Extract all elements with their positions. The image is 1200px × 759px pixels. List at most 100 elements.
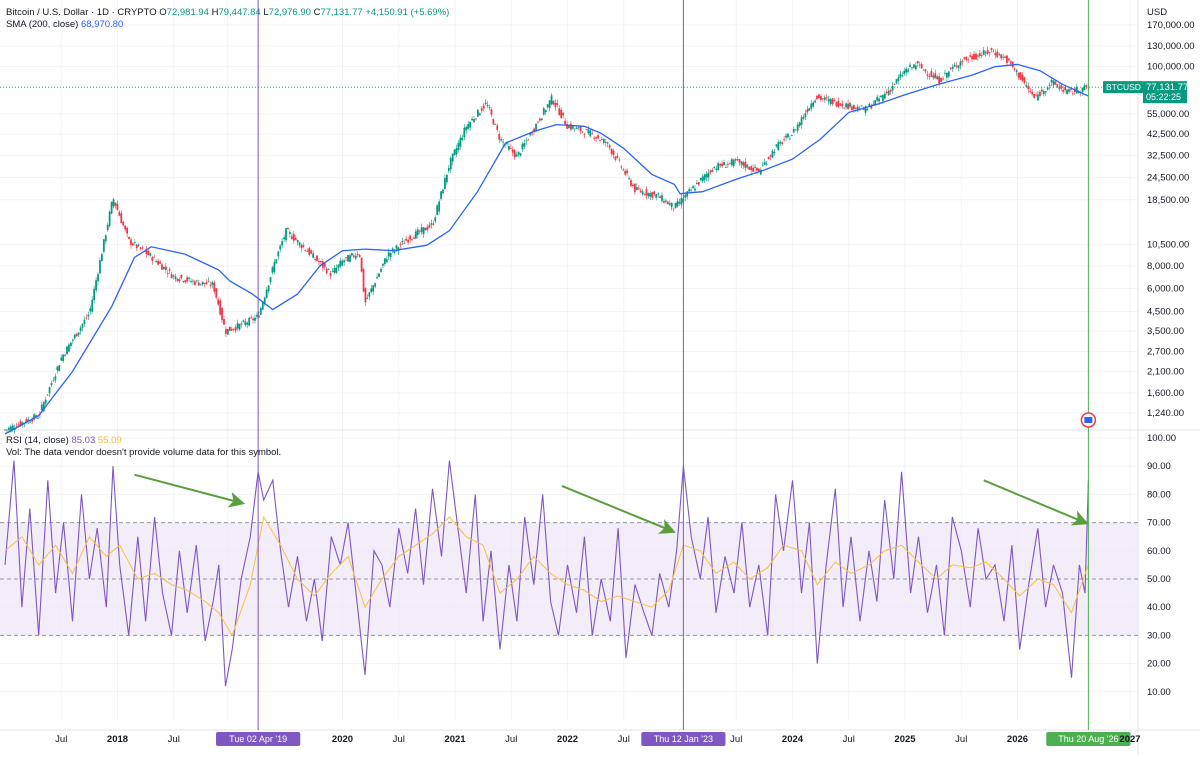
candle — [945, 72, 948, 81]
candle-body — [436, 205, 439, 216]
candle — [992, 49, 995, 53]
candle-body — [1046, 87, 1049, 90]
candle-body — [936, 76, 939, 80]
candle — [728, 162, 731, 165]
candle-body — [515, 154, 518, 157]
candle — [277, 250, 280, 260]
candle-body — [523, 142, 526, 147]
candle — [73, 333, 76, 340]
candle-body — [787, 133, 789, 138]
candle-body — [213, 282, 216, 292]
candle — [325, 266, 328, 275]
candle — [197, 279, 200, 286]
candle-body — [1039, 91, 1041, 96]
candle-body — [986, 49, 989, 54]
candle — [1031, 89, 1034, 96]
candle-body — [110, 201, 113, 214]
candle — [411, 238, 413, 242]
candle — [539, 117, 541, 123]
candle-body — [531, 133, 534, 135]
candle-body — [655, 194, 658, 198]
rsi-ma-value: 55.09 — [97, 435, 122, 446]
candle-body — [924, 69, 927, 72]
candle — [104, 234, 107, 245]
candle-body — [744, 161, 747, 169]
candle-body — [1048, 84, 1051, 86]
candle-body — [843, 107, 846, 109]
candle — [554, 99, 557, 111]
candle — [1083, 83, 1086, 91]
candle — [940, 77, 942, 83]
candle — [990, 47, 993, 53]
candle-body — [945, 72, 948, 78]
candle-body — [409, 235, 411, 240]
candle-body — [742, 162, 745, 166]
candle-body — [887, 90, 890, 96]
candle — [343, 258, 346, 266]
candle — [1019, 72, 1022, 81]
candle — [951, 64, 954, 73]
candle — [787, 133, 789, 140]
candle-body — [820, 96, 822, 100]
candle-body — [46, 394, 49, 396]
candle — [79, 325, 82, 335]
candle-body — [573, 128, 576, 130]
candle-body — [482, 105, 485, 109]
candle — [664, 198, 667, 204]
candle-body — [920, 64, 923, 69]
candle — [33, 412, 35, 422]
candle — [451, 153, 454, 165]
candle — [269, 276, 272, 285]
candle — [213, 280, 216, 294]
candle — [219, 298, 222, 316]
candle — [176, 278, 179, 283]
candle-body — [333, 268, 336, 273]
candle-body — [461, 137, 464, 141]
candle — [926, 70, 929, 80]
candle — [434, 215, 437, 224]
candle — [254, 314, 256, 324]
candle-body — [1008, 58, 1010, 61]
candle-body — [883, 93, 886, 99]
candle — [304, 249, 307, 252]
candle-body — [168, 269, 171, 271]
candle — [864, 105, 867, 116]
candle-body — [827, 98, 830, 102]
candle — [480, 106, 483, 113]
candle — [550, 93, 553, 106]
candle — [4, 429, 6, 432]
candle — [692, 185, 694, 189]
candle-body — [44, 399, 47, 404]
candle-body — [738, 159, 741, 163]
candle — [66, 345, 68, 355]
candle — [155, 259, 158, 263]
candle-body — [358, 255, 361, 257]
candle-body — [633, 183, 636, 193]
rsi-tick-label: 100.00 — [1147, 433, 1176, 444]
candle-body — [680, 197, 683, 205]
candle-body — [273, 262, 276, 273]
candle — [988, 51, 991, 57]
candle-body — [133, 242, 136, 243]
candle — [488, 104, 491, 111]
price-tick-label: 10,500.00 — [1147, 239, 1189, 250]
candle — [928, 72, 931, 81]
candle-body — [1033, 94, 1036, 98]
candle-body — [758, 168, 760, 172]
candle — [205, 279, 208, 285]
candle-body — [339, 260, 342, 267]
candle-body — [352, 255, 355, 257]
candle-body — [602, 139, 605, 143]
candle-body — [308, 247, 311, 255]
candle-body — [1054, 81, 1057, 85]
candle — [816, 95, 818, 100]
candle — [825, 94, 828, 102]
candle — [192, 278, 194, 285]
candle-body — [606, 142, 609, 144]
candle-body — [302, 245, 305, 247]
candle — [256, 312, 258, 319]
sma-legend: SMA (200, close) 68,970.80 — [6, 19, 123, 31]
candle-body — [593, 137, 596, 139]
candle-body — [903, 70, 906, 74]
candle-body — [928, 75, 931, 77]
